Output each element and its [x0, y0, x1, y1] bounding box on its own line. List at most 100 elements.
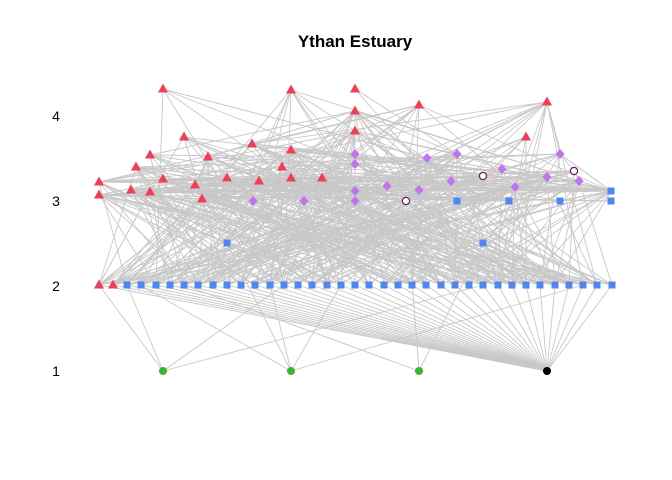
edge-330	[254, 163, 356, 286]
triangle-node-70	[145, 186, 155, 196]
square-node-15	[251, 281, 259, 289]
edge-251	[201, 198, 313, 286]
edge-569	[162, 168, 503, 180]
edge-308	[126, 136, 527, 286]
diamond-node-65	[497, 164, 507, 174]
edge-13	[269, 284, 548, 372]
edge-585	[559, 153, 612, 192]
square-node-16	[266, 281, 274, 289]
edge-305	[98, 194, 271, 286]
edge-576	[251, 143, 356, 155]
triangle-node-79	[317, 172, 327, 182]
edge-543	[201, 177, 323, 200]
edge-28	[440, 284, 548, 372]
edge-518	[207, 110, 356, 158]
edge-450	[251, 101, 548, 145]
edge-493	[226, 130, 356, 179]
edge-413	[201, 198, 499, 286]
square-node-41	[223, 239, 231, 247]
square-node-28	[437, 281, 445, 289]
square-node-7	[137, 281, 145, 289]
square-node-10	[180, 281, 188, 289]
edge-526	[149, 110, 356, 156]
square-node-9	[166, 281, 174, 289]
green-circle-node-1	[287, 367, 295, 375]
level-label-1: 1	[52, 363, 60, 379]
edge-349	[98, 181, 128, 286]
edge-495	[354, 110, 458, 155]
square-node-22	[351, 281, 359, 289]
edge-14	[269, 284, 292, 372]
square-node-32	[494, 281, 502, 289]
square-node-23	[365, 281, 373, 289]
triangle-node-74	[190, 179, 200, 189]
edge-536	[98, 194, 203, 200]
triangle-node-77	[254, 175, 264, 185]
square-node-33	[508, 281, 516, 289]
edge-503	[130, 166, 283, 191]
square-node-14	[237, 281, 245, 289]
black-circle-node-3	[543, 367, 551, 375]
edge-343	[354, 110, 484, 286]
edge-71	[497, 136, 527, 286]
edge-228	[546, 101, 598, 286]
diamond-node-57	[446, 176, 456, 186]
nodes-layer	[94, 83, 616, 375]
edge-445	[546, 101, 561, 155]
square-node-37	[565, 281, 573, 289]
edge-239	[183, 136, 313, 286]
edge-37	[546, 284, 556, 372]
edge-375	[140, 184, 196, 286]
triangle-node-90	[414, 99, 424, 109]
edge-48	[139, 284, 292, 372]
diamond-node-52	[299, 196, 309, 206]
edges-layer	[98, 88, 613, 372]
edge-567	[321, 163, 356, 179]
triangle-node-92	[521, 131, 531, 141]
edge-494	[386, 176, 548, 187]
diamond-node-53	[350, 196, 360, 206]
edge-344	[135, 166, 313, 286]
edge-1	[112, 284, 548, 372]
green-circle-node-2	[415, 367, 423, 375]
triangle-node-68	[94, 189, 104, 199]
edge-7	[183, 284, 420, 372]
edge-597	[354, 130, 612, 192]
edge-23	[368, 284, 548, 372]
square-node-19	[308, 281, 316, 289]
square-node-35	[536, 281, 544, 289]
edge-533	[501, 153, 561, 170]
edge-8	[197, 284, 548, 372]
edge-27	[425, 284, 548, 372]
edge-32	[162, 284, 484, 372]
edge-420	[269, 190, 612, 286]
diamond-node-64	[452, 149, 462, 159]
edge-431	[183, 136, 527, 286]
square-node-6	[123, 281, 131, 289]
square-node-38	[579, 281, 587, 289]
edge-236	[254, 180, 580, 286]
edge-405	[212, 104, 420, 286]
edge-511	[258, 153, 356, 182]
square-node-24	[380, 281, 388, 289]
square-node-17	[280, 281, 288, 289]
edge-421	[98, 186, 516, 286]
diamond-node-55	[382, 181, 392, 191]
edge-589	[194, 184, 612, 192]
y-axis-labels: 1 2 3 4	[52, 108, 60, 379]
edge-5	[169, 284, 548, 372]
edge-565	[281, 166, 516, 188]
edge-35	[525, 284, 548, 372]
square-node-30	[465, 281, 473, 289]
edge-237	[283, 176, 548, 286]
edge-365	[554, 190, 612, 286]
edge-596	[354, 110, 612, 192]
square-node-20	[323, 281, 331, 289]
edge-550	[354, 157, 428, 165]
square-node-44	[505, 197, 513, 205]
square-node-36	[551, 281, 559, 289]
edge-570	[130, 189, 356, 192]
edge-337	[311, 180, 580, 286]
edge-3	[140, 284, 548, 372]
edge-430	[98, 194, 413, 286]
